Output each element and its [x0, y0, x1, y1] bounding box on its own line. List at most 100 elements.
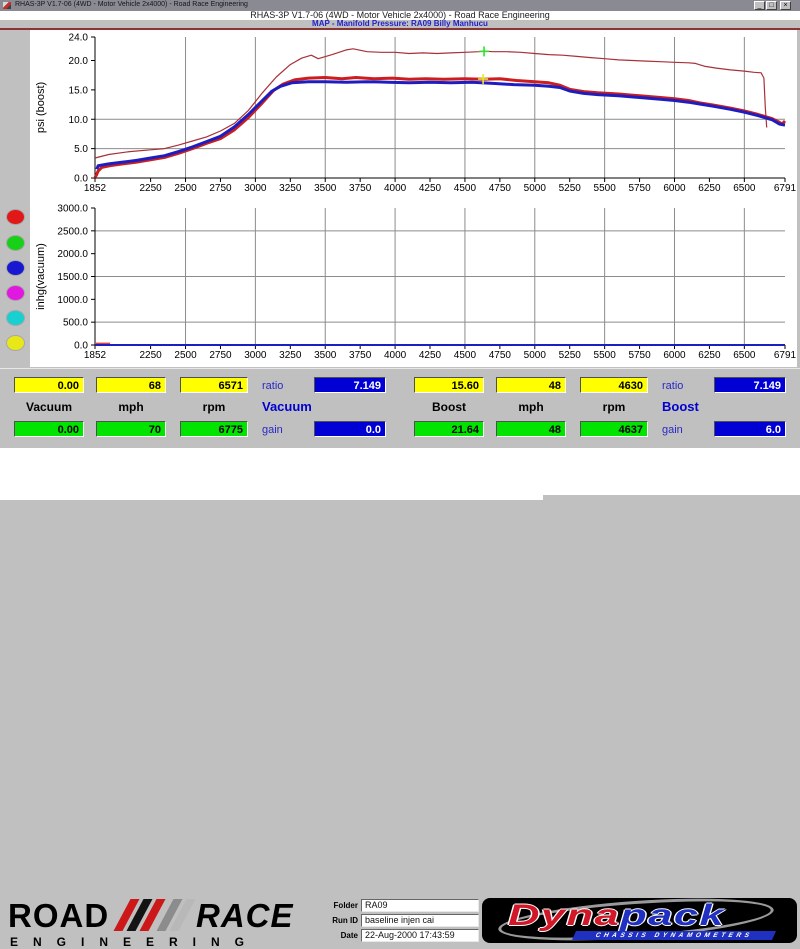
svg-text:4500: 4500: [454, 350, 477, 361]
mph-col-label: mph: [518, 400, 544, 414]
svg-text:1000.0: 1000.0: [57, 295, 88, 306]
boost-ratio-label: ratio: [662, 380, 684, 392]
svg-text:2000.0: 2000.0: [57, 249, 88, 260]
titlebar-title: RHAS-3P V1.7-06 (4WD - Motor Vehicle 2x4…: [15, 1, 248, 8]
vacuum-col-label: Vacuum: [25, 400, 73, 414]
svg-text:5500: 5500: [594, 350, 617, 361]
svg-text:3000: 3000: [244, 350, 267, 361]
svg-text:5750: 5750: [628, 183, 651, 194]
vacuum-ratio-label: ratio: [262, 380, 284, 392]
svg-text:5000: 5000: [524, 350, 547, 361]
channel-dot-blue[interactable]: [7, 261, 24, 275]
svg-text:5.0: 5.0: [74, 144, 88, 155]
svg-text:1852: 1852: [84, 350, 107, 361]
svg-text:3750: 3750: [349, 350, 372, 361]
mph-col-label: mph: [118, 400, 144, 414]
vacuum-current-rpm: 6775: [180, 421, 248, 437]
map-channel-header: MAP - Manifold Pressure: RA09 Billy Manh…: [0, 20, 800, 28]
channel-dot-magenta[interactable]: [7, 286, 24, 300]
restore-button[interactable]: □: [766, 1, 777, 10]
dynapack-logo: Dynapack CHASSIS DYNAMOMETERS: [482, 898, 797, 943]
restore-icon: □: [769, 2, 774, 9]
vacuum-current-value: 0.00: [14, 421, 84, 437]
svg-text:2250: 2250: [139, 183, 162, 194]
svg-text:2250: 2250: [139, 350, 162, 361]
svg-text:2500: 2500: [174, 350, 197, 361]
run-id-label: Run ID: [332, 916, 358, 925]
svg-text:10.0: 10.0: [69, 115, 89, 126]
svg-text:6500: 6500: [733, 350, 756, 361]
boost-current-rpm: 4637: [580, 421, 648, 437]
svg-text:4250: 4250: [419, 183, 442, 194]
header-divider: [0, 28, 800, 30]
svg-text:inhg(vacuum): inhg(vacuum): [35, 243, 47, 310]
folder-field[interactable]: RA09: [361, 899, 479, 912]
vacuum-section-label: Vacuum: [262, 399, 312, 414]
svg-text:20.0: 20.0: [69, 56, 89, 67]
vacuum-gain-label: gain: [262, 424, 283, 436]
channel-dot-green[interactable]: [7, 236, 24, 250]
svg-text:15.0: 15.0: [69, 85, 89, 96]
vacuum-cursor-mph: 68: [96, 377, 166, 393]
rpm-col-label: rpm: [602, 400, 626, 414]
vacuum-chart[interactable]: 0.0 500.0 1000.0 1500.0 2000.0 2500.0 3000.0 18…: [30, 196, 800, 367]
rpm-col-label: rpm: [202, 400, 226, 414]
svg-text:2750: 2750: [209, 183, 232, 194]
svg-text:3250: 3250: [279, 350, 302, 361]
svg-text:3000.0: 3000.0: [57, 204, 88, 215]
svg-text:5500: 5500: [594, 183, 617, 194]
svg-text:2500: 2500: [174, 183, 197, 194]
minimize-button[interactable]: _: [754, 1, 765, 10]
close-button[interactable]: ×: [780, 1, 791, 10]
svg-text:3000: 3000: [244, 183, 267, 194]
app-icon: [3, 2, 11, 9]
boost-readout-group: 15.60 48 4630 ratio 7.149 Boost mph rpm …: [400, 368, 800, 448]
boost-current-mph: 48: [496, 421, 566, 437]
boost-chart[interactable]: 0.0 5.0 10.0 15.0 20.0 24.0 1852 2250 2500 2750 30…: [30, 28, 800, 196]
run-id-field[interactable]: baseline injen cai: [361, 914, 479, 927]
svg-text:6250: 6250: [698, 350, 721, 361]
svg-text:4000: 4000: [384, 350, 407, 361]
svg-text:0.0: 0.0: [74, 174, 88, 185]
minimize-icon: _: [757, 2, 762, 9]
svg-text:4750: 4750: [489, 183, 512, 194]
svg-text:6791: 6791: [774, 183, 797, 194]
svg-text:4000: 4000: [384, 183, 407, 194]
vacuum-gain-value: 0.0: [314, 421, 386, 437]
roadrace-logo-race: RACE: [196, 897, 294, 934]
svg-text:5750: 5750: [628, 350, 651, 361]
boost-section-label: Boost: [662, 399, 699, 414]
boost-current-value: 21.64: [414, 421, 484, 437]
date-field[interactable]: 22-Aug-2000 17:43:59: [361, 929, 479, 942]
channel-dot-cyan[interactable]: [7, 311, 24, 325]
chart-panel: [30, 30, 797, 367]
channel-dot-yellow[interactable]: [7, 336, 24, 350]
svg-text:5250: 5250: [559, 350, 582, 361]
boost-gain-label: gain: [662, 424, 683, 436]
svg-text:2500.0: 2500.0: [57, 226, 88, 237]
dynapack-wordmark: Dynapack: [508, 899, 726, 932]
svg-text:500.0: 500.0: [63, 318, 88, 329]
svg-text:6000: 6000: [663, 350, 686, 361]
svg-text:0.0: 0.0: [74, 341, 88, 352]
boost-cursor-rpm: 4630: [580, 377, 648, 393]
boost-col-label: Boost: [432, 400, 466, 414]
channel-dot-red[interactable]: [7, 210, 24, 224]
svg-text:3500: 3500: [314, 350, 337, 361]
vacuum-readout-group: 0.00 68 6571 ratio 7.149 Vacuum mph rpm …: [0, 368, 400, 448]
svg-text:4250: 4250: [419, 350, 442, 361]
svg-text:6000: 6000: [663, 183, 686, 194]
svg-text:3500: 3500: [314, 183, 337, 194]
svg-text:2750: 2750: [209, 350, 232, 361]
svg-text:4500: 4500: [454, 183, 477, 194]
svg-text:5000: 5000: [524, 183, 547, 194]
svg-text:3750: 3750: [349, 183, 372, 194]
close-icon: ×: [783, 2, 788, 9]
boost-cursor-mph: 48: [496, 377, 566, 393]
svg-text:1852: 1852: [84, 183, 107, 194]
svg-text:6250: 6250: [698, 183, 721, 194]
svg-text:5250: 5250: [559, 183, 582, 194]
roadrace-logo-engineering: ENGINEERING: [10, 935, 260, 949]
roadrace-logo-road: ROAD: [8, 897, 110, 934]
dynapack-subtitle: CHASSIS DYNAMOMETERS: [571, 931, 777, 940]
